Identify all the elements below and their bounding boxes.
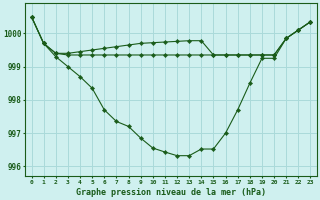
X-axis label: Graphe pression niveau de la mer (hPa): Graphe pression niveau de la mer (hPa) [76, 188, 266, 197]
